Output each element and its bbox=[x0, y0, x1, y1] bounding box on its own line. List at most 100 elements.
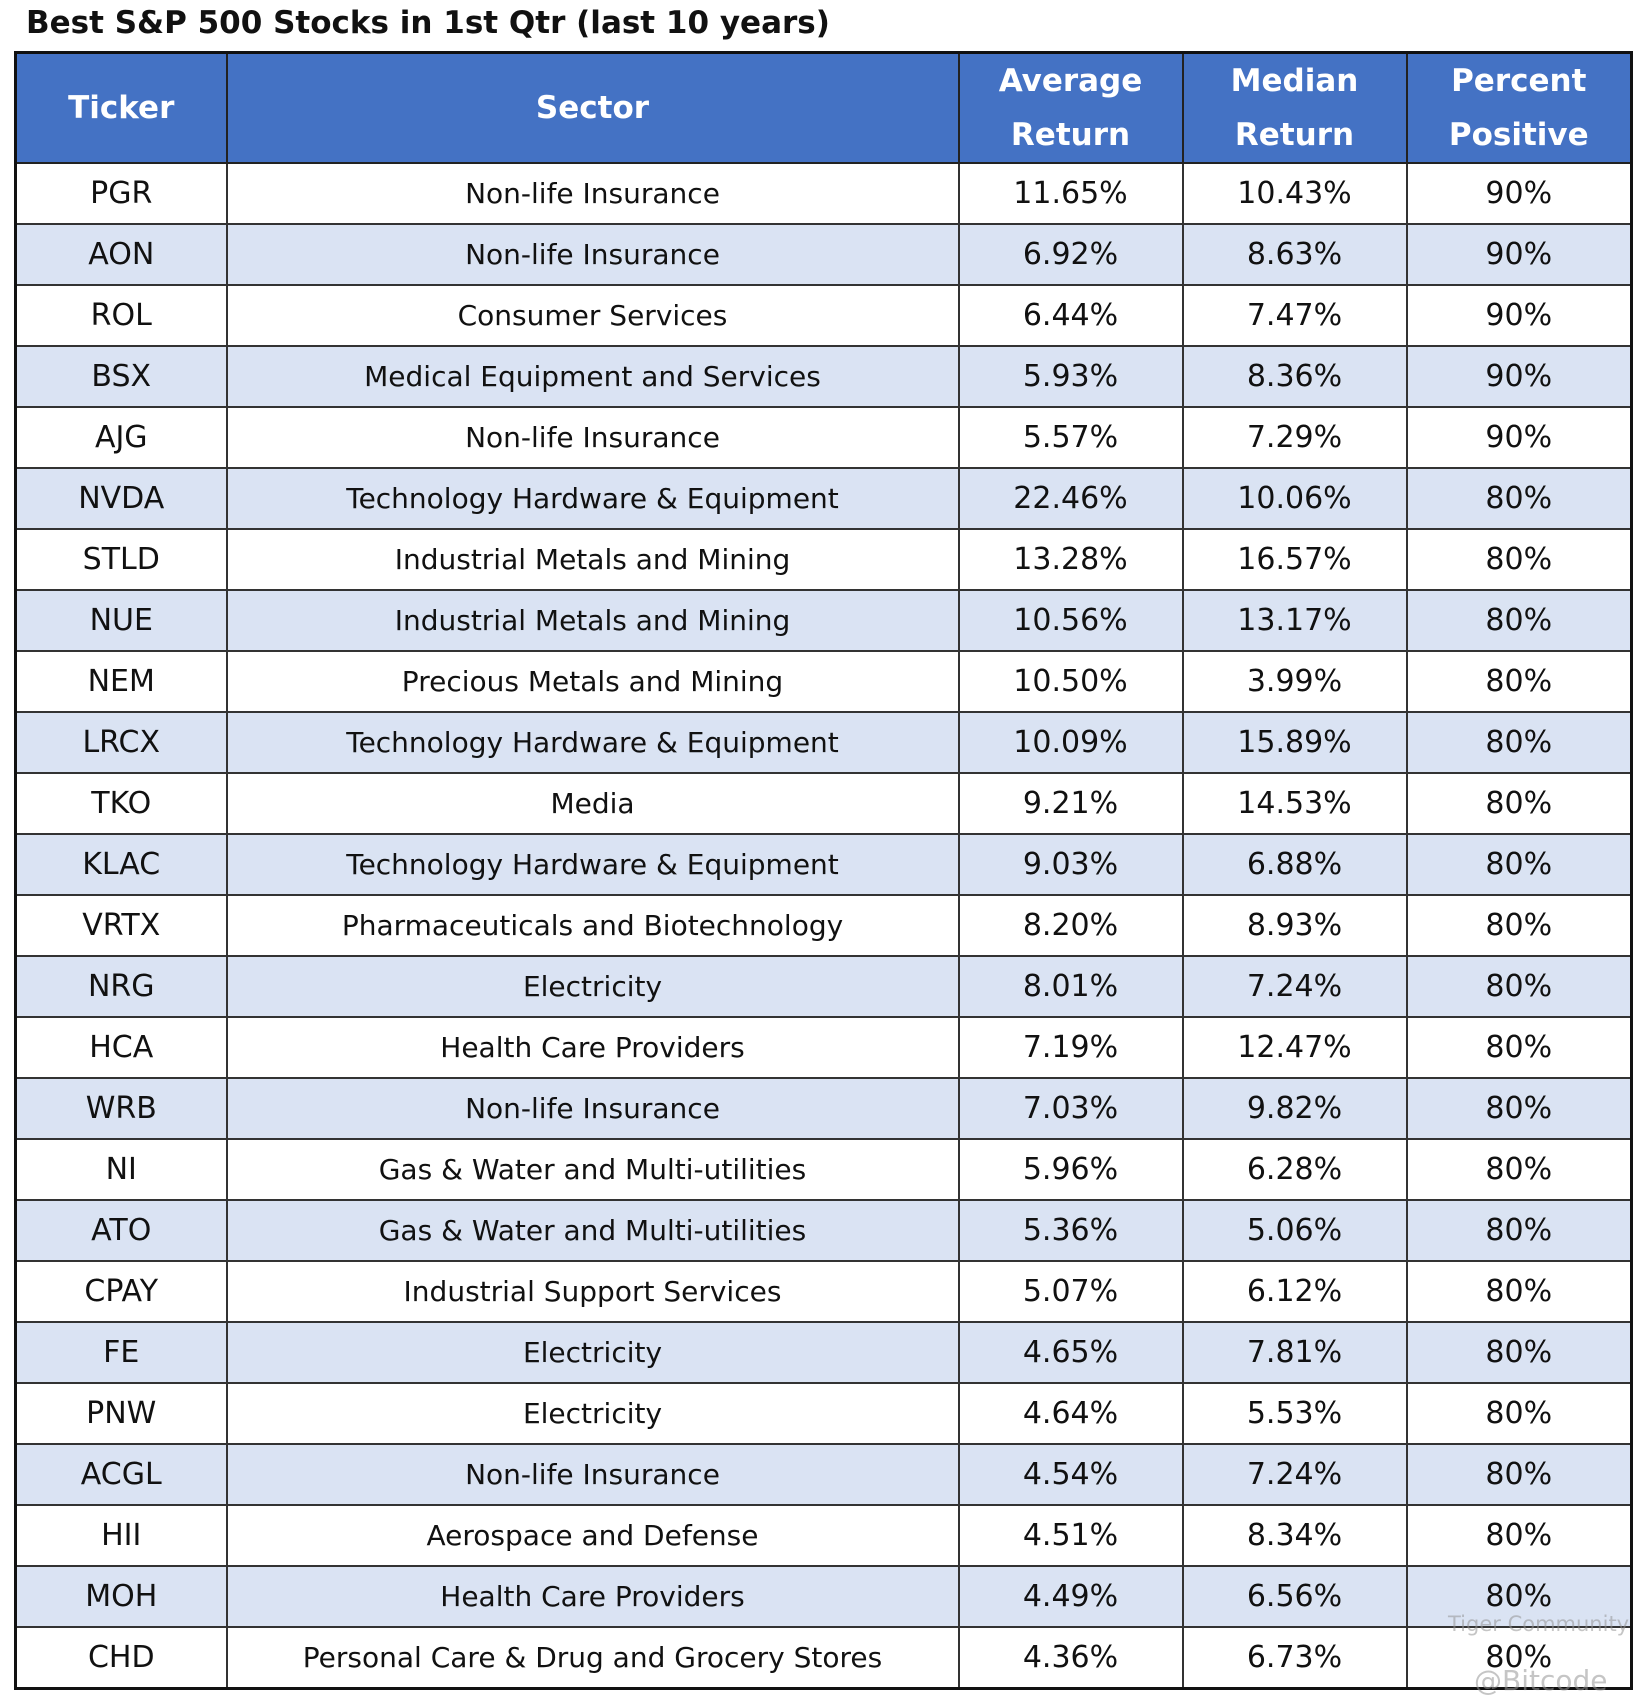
table-cell: Technology Hardware & Equipment bbox=[225, 711, 960, 774]
table-cell: ATO bbox=[14, 1199, 228, 1262]
table-cell: 80% bbox=[1405, 1138, 1633, 1201]
table-cell: 5.36% bbox=[957, 1199, 1184, 1262]
table-cell: Industrial Metals and Mining bbox=[225, 589, 960, 652]
table-cell: 4.49% bbox=[957, 1565, 1184, 1628]
column-header: Average Return bbox=[957, 51, 1184, 164]
table-cell: 80% bbox=[1405, 467, 1633, 530]
table-row: AON Non-life Insurance 6.92% 8.63% 90% bbox=[14, 223, 1633, 286]
table-cell: 22.46% bbox=[957, 467, 1184, 530]
table-cell: Gas & Water and Multi-utilities bbox=[225, 1138, 960, 1201]
table-cell: KLAC bbox=[14, 833, 228, 896]
table-cell: 80% bbox=[1405, 1016, 1633, 1079]
table-cell: 80% bbox=[1405, 1504, 1633, 1567]
watermark: Tiger Community bbox=[1448, 1612, 1630, 1636]
table-cell: 13.28% bbox=[957, 528, 1184, 591]
table-row: ACGL Non-life Insurance 4.54% 7.24% 80% bbox=[14, 1443, 1633, 1506]
table-cell: 80% bbox=[1405, 1382, 1633, 1445]
table-cell: 14.53% bbox=[1181, 772, 1408, 835]
table-cell: CPAY bbox=[14, 1260, 228, 1323]
table-cell: NVDA bbox=[14, 467, 228, 530]
table-cell: MOH bbox=[14, 1565, 228, 1628]
table-cell: 4.65% bbox=[957, 1321, 1184, 1384]
table-cell: HCA bbox=[14, 1016, 228, 1079]
table-cell: 10.56% bbox=[957, 589, 1184, 652]
table-cell: 7.24% bbox=[1181, 1443, 1408, 1506]
column-header: Ticker bbox=[14, 51, 228, 164]
table-cell: Gas & Water and Multi-utilities bbox=[225, 1199, 960, 1262]
column-header: Sector bbox=[225, 51, 960, 164]
table-cell: Health Care Providers bbox=[225, 1565, 960, 1628]
table-row: BSX Medical Equipment and Services 5.93% 8.… bbox=[14, 345, 1633, 408]
table-cell: 4.51% bbox=[957, 1504, 1184, 1567]
table-cell: 80% bbox=[1405, 1443, 1633, 1506]
table-cell: TKO bbox=[14, 772, 228, 835]
table-cell: 8.63% bbox=[1181, 223, 1408, 286]
column-header: Percent Positive bbox=[1405, 51, 1633, 164]
table-cell: 7.47% bbox=[1181, 284, 1408, 347]
table-row: ROL Consumer Services 6.44% 7.47% 90% bbox=[14, 284, 1633, 347]
table-cell: 5.07% bbox=[957, 1260, 1184, 1323]
table-cell: 90% bbox=[1405, 284, 1633, 347]
table-cell: AJG bbox=[14, 406, 228, 469]
table-cell: Electricity bbox=[225, 955, 960, 1018]
watermark: @Bitcode bbox=[1474, 1664, 1608, 1697]
table-cell: 90% bbox=[1405, 406, 1633, 469]
table-cell: 10.50% bbox=[957, 650, 1184, 713]
table-cell: Electricity bbox=[225, 1321, 960, 1384]
table-row: VRTX Pharmaceuticals and Biotechnology 8.2… bbox=[14, 894, 1633, 957]
table-cell: 90% bbox=[1405, 223, 1633, 286]
header-row: Ticker Sector Average Return Median Return P… bbox=[14, 51, 1633, 164]
table-cell: ROL bbox=[14, 284, 228, 347]
table-body: PGR Non-life Insurance 11.65% 10.43% 90% AON N… bbox=[14, 162, 1633, 1690]
table-cell: Personal Care & Drug and Grocery Stores bbox=[225, 1626, 960, 1690]
table-cell: 4.64% bbox=[957, 1382, 1184, 1445]
table-cell: BSX bbox=[14, 345, 228, 408]
table-cell: 80% bbox=[1405, 1565, 1633, 1628]
table-cell: 80% bbox=[1405, 589, 1633, 652]
table-cell: 9.82% bbox=[1181, 1077, 1408, 1140]
table-cell: Non-life Insurance bbox=[225, 1077, 960, 1140]
table-cell: 80% bbox=[1405, 1321, 1633, 1384]
table-cell: Technology Hardware & Equipment bbox=[225, 833, 960, 896]
table-cell: Medical Equipment and Services bbox=[225, 345, 960, 408]
table-cell: CHD bbox=[14, 1626, 228, 1690]
table-cell: 80% bbox=[1405, 833, 1633, 896]
table-cell: 16.57% bbox=[1181, 528, 1408, 591]
table-row: FE Electricity 4.65% 7.81% 80% bbox=[14, 1321, 1633, 1384]
table-row: NRG Electricity 8.01% 7.24% 80% bbox=[14, 955, 1633, 1018]
table-cell: 5.06% bbox=[1181, 1199, 1408, 1262]
table-cell: LRCX bbox=[14, 711, 228, 774]
table-cell: NUE bbox=[14, 589, 228, 652]
table-cell: PGR bbox=[14, 162, 228, 225]
column-header: Median Return bbox=[1181, 51, 1408, 164]
table-row: NI Gas & Water and Multi-utilities 5.96% 6.… bbox=[14, 1138, 1633, 1201]
table-cell: 80% bbox=[1405, 650, 1633, 713]
table-cell: Consumer Services bbox=[225, 284, 960, 347]
table-cell: 7.24% bbox=[1181, 955, 1408, 1018]
table-cell: ACGL bbox=[14, 1443, 228, 1506]
table-cell: 8.01% bbox=[957, 955, 1184, 1018]
table-cell: 80% bbox=[1405, 894, 1633, 957]
table-cell: Technology Hardware & Equipment bbox=[225, 467, 960, 530]
table-cell: Non-life Insurance bbox=[225, 223, 960, 286]
table-cell: 80% bbox=[1405, 528, 1633, 591]
table-cell: Aerospace and Defense bbox=[225, 1504, 960, 1567]
table-cell: 9.21% bbox=[957, 772, 1184, 835]
table-row: ATO Gas & Water and Multi-utilities 5.36% 5… bbox=[14, 1199, 1633, 1262]
table-cell: 6.56% bbox=[1181, 1565, 1408, 1628]
table-cell: 5.53% bbox=[1181, 1382, 1408, 1445]
table-cell: Non-life Insurance bbox=[225, 406, 960, 469]
table-cell: STLD bbox=[14, 528, 228, 591]
table-cell: 13.17% bbox=[1181, 589, 1408, 652]
table-cell: 4.36% bbox=[957, 1626, 1184, 1690]
stock-table: Ticker Sector Average Return Median Return P… bbox=[14, 51, 1633, 1690]
table-cell: NEM bbox=[14, 650, 228, 713]
table-cell: FE bbox=[14, 1321, 228, 1384]
table-cell: 8.34% bbox=[1181, 1504, 1408, 1567]
table-cell: Industrial Support Services bbox=[225, 1260, 960, 1323]
table-cell: 6.92% bbox=[957, 223, 1184, 286]
table-cell: 6.44% bbox=[957, 284, 1184, 347]
table-cell: 15.89% bbox=[1181, 711, 1408, 774]
table-cell: Electricity bbox=[225, 1382, 960, 1445]
